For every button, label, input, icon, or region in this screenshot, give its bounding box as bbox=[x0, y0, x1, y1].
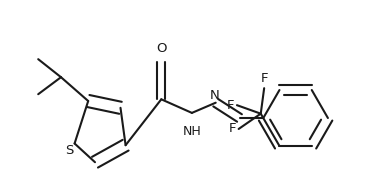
Text: F: F bbox=[227, 99, 234, 112]
Text: S: S bbox=[65, 144, 74, 157]
Text: N: N bbox=[210, 89, 220, 102]
Text: O: O bbox=[156, 42, 167, 55]
Text: F: F bbox=[261, 73, 268, 85]
Text: F: F bbox=[228, 122, 236, 135]
Text: NH: NH bbox=[182, 125, 201, 138]
